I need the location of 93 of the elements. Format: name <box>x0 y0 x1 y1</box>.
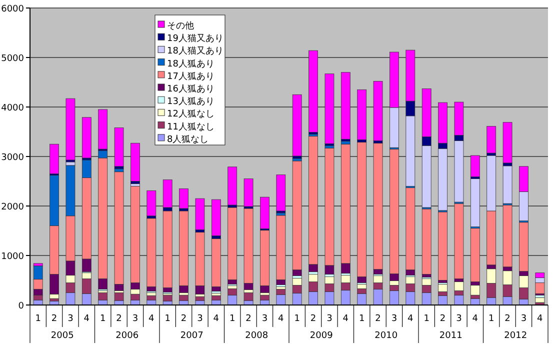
x-tick-label: 2 <box>440 314 446 324</box>
legend-label: 19人猫又あり <box>167 33 224 44</box>
x-tick-label: 1 <box>164 314 170 324</box>
legend-label: 12人狐なし <box>167 108 214 120</box>
bar <box>340 72 350 140</box>
x-tick-label: 3 <box>326 314 332 324</box>
bar <box>244 292 254 301</box>
bar <box>179 188 188 209</box>
y-tick-label: 0 <box>18 302 24 312</box>
bar <box>228 166 238 206</box>
bar <box>162 180 172 208</box>
legend-label: 8人狐なし <box>167 134 209 145</box>
x-tick-label: 3 <box>262 314 268 324</box>
bar <box>98 292 108 300</box>
x-tick-label: 1 <box>35 314 41 324</box>
x-tick-label: 3 <box>132 314 138 324</box>
x-tick-label: 3 <box>391 314 398 324</box>
bar <box>211 199 221 236</box>
bar <box>486 126 496 154</box>
bar <box>357 89 367 140</box>
legend-label: 18人猫又あり <box>167 46 224 57</box>
bar <box>130 294 140 300</box>
bar <box>146 190 156 216</box>
bar <box>438 284 448 292</box>
text: 2012 <box>504 331 528 341</box>
bar <box>195 198 205 230</box>
x-tick-label: 1 <box>229 314 236 324</box>
x-tick-label: 4 <box>213 314 220 324</box>
bar <box>179 294 188 301</box>
y-tick-label: 5000 <box>1 54 24 64</box>
x-tick-label: 4 <box>472 314 478 324</box>
bar <box>82 117 92 158</box>
bar <box>535 297 545 303</box>
x-tick-label: 2 <box>310 314 316 324</box>
text: 2010 <box>374 331 398 341</box>
x-tick-label: 1 <box>100 314 106 324</box>
bar <box>470 285 480 296</box>
legend-label: 18人狐あり <box>167 58 214 70</box>
text: 2009 <box>310 331 333 341</box>
x-tick-label: 2 <box>504 314 510 324</box>
legend-label: その他 <box>167 20 194 32</box>
legend-label: 16人狐あり <box>167 84 214 94</box>
bar <box>162 294 172 302</box>
text: 2011 <box>439 331 462 341</box>
x-tick-label: 2 <box>51 314 58 324</box>
x-tick-label: 4 <box>278 314 284 324</box>
text: 2005 <box>50 331 74 341</box>
bar <box>114 128 124 167</box>
bar <box>502 122 512 164</box>
x-tick-label: 4 <box>408 314 414 324</box>
x-tick-label: 1 <box>424 314 430 324</box>
x-tick-label: 3 <box>520 314 527 324</box>
text: 2007 <box>180 331 204 341</box>
text: 2008 <box>245 331 268 341</box>
x-tick-label: 4 <box>342 314 349 324</box>
bar <box>114 292 124 301</box>
bar <box>211 295 221 300</box>
bar <box>454 294 464 306</box>
x-tick-label: 3 <box>68 314 74 324</box>
x-tick-label: 4 <box>537 314 544 324</box>
bar <box>276 174 286 212</box>
legend-label: 17人狐あり <box>167 70 214 82</box>
bar <box>373 81 383 141</box>
x-tick-label: 2 <box>375 314 381 324</box>
bar <box>146 295 156 300</box>
text: 2006 <box>116 331 139 341</box>
x-tick-label: 4 <box>148 314 155 324</box>
bar <box>195 296 205 301</box>
y-tick-label: 6000 <box>1 4 24 14</box>
bar <box>470 155 480 177</box>
x-tick-label: 1 <box>294 314 300 324</box>
bar <box>244 178 254 207</box>
x-tick-label: 2 <box>116 314 122 324</box>
bar <box>260 294 270 300</box>
legend-label: 13人狐あり <box>167 96 214 108</box>
bar <box>130 142 140 182</box>
bar <box>66 98 76 160</box>
x-tick-label: 3 <box>456 314 462 324</box>
bar <box>357 293 367 306</box>
x-tick-label: 1 <box>488 314 494 324</box>
bar <box>308 50 318 132</box>
y-tick-label: 2000 <box>1 202 24 212</box>
y-tick-label: 1000 <box>1 252 24 262</box>
legend-label: 11人狐なし <box>167 121 214 132</box>
y-tick-label: 4000 <box>1 104 24 114</box>
bar <box>324 74 334 144</box>
y-tick-label: 3000 <box>1 153 24 163</box>
x-tick-label: 3 <box>197 314 203 324</box>
x-tick-label: 1 <box>358 314 365 324</box>
x-tick-label: 4 <box>84 314 90 324</box>
bar <box>292 94 302 156</box>
x-tick-label: 2 <box>246 314 252 324</box>
x-tick-label: 2 <box>180 314 187 324</box>
